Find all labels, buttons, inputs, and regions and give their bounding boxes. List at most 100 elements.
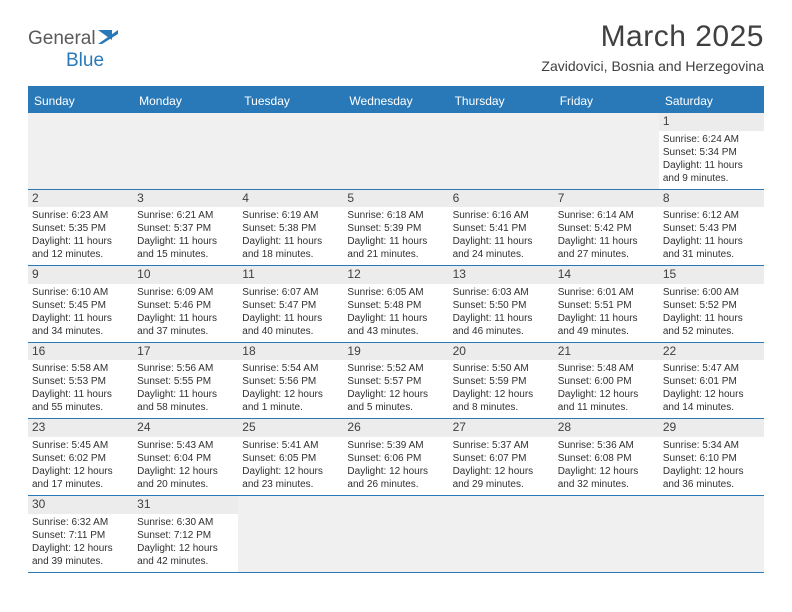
daylight-text: and 46 minutes. xyxy=(453,325,550,338)
calendar-cell: 5Sunrise: 6:18 AMSunset: 5:39 PMDaylight… xyxy=(343,190,448,266)
title-block: March 2025 Zavidovici, Bosnia and Herzeg… xyxy=(541,20,764,74)
daylight-text: Daylight: 12 hours xyxy=(242,388,339,401)
day-number: 20 xyxy=(449,343,554,361)
daylight-text: and 32 minutes. xyxy=(558,478,655,491)
sunrise-text: Sunrise: 5:52 AM xyxy=(347,362,444,375)
sunset-text: Sunset: 7:12 PM xyxy=(137,529,234,542)
daylight-text: and 21 minutes. xyxy=(347,248,444,261)
daylight-text: and 37 minutes. xyxy=(137,325,234,338)
day-number: 8 xyxy=(659,190,764,208)
calendar-cell: 15Sunrise: 6:00 AMSunset: 5:52 PMDayligh… xyxy=(659,266,764,342)
sunrise-text: Sunrise: 6:03 AM xyxy=(453,286,550,299)
sunrise-text: Sunrise: 6:09 AM xyxy=(137,286,234,299)
sunrise-text: Sunrise: 5:43 AM xyxy=(137,439,234,452)
sunset-text: Sunset: 6:07 PM xyxy=(453,452,550,465)
sunset-text: Sunset: 6:08 PM xyxy=(558,452,655,465)
daylight-text: Daylight: 12 hours xyxy=(453,465,550,478)
daylight-text: Daylight: 11 hours xyxy=(453,312,550,325)
location-label: Zavidovici, Bosnia and Herzegovina xyxy=(541,58,764,74)
daylight-text: and 58 minutes. xyxy=(137,401,234,414)
sunset-text: Sunset: 5:38 PM xyxy=(242,222,339,235)
day-number: 3 xyxy=(133,190,238,208)
daylight-text: Daylight: 11 hours xyxy=(558,235,655,248)
sunset-text: Sunset: 5:59 PM xyxy=(453,375,550,388)
daylight-text: Daylight: 11 hours xyxy=(453,235,550,248)
calendar-row: 2Sunrise: 6:23 AMSunset: 5:35 PMDaylight… xyxy=(28,190,764,267)
day-number: 31 xyxy=(133,496,238,514)
daylight-text: Daylight: 11 hours xyxy=(663,235,760,248)
calendar-cell: 17Sunrise: 5:56 AMSunset: 5:55 PMDayligh… xyxy=(133,343,238,419)
sunrise-text: Sunrise: 6:07 AM xyxy=(242,286,339,299)
weekday-label: Thursday xyxy=(449,89,554,113)
daylight-text: and 39 minutes. xyxy=(32,555,129,568)
sunset-text: Sunset: 7:11 PM xyxy=(32,529,129,542)
day-number: 1 xyxy=(659,113,764,131)
day-number: 9 xyxy=(28,266,133,284)
sunrise-text: Sunrise: 5:39 AM xyxy=(347,439,444,452)
day-number: 10 xyxy=(133,266,238,284)
day-number: 4 xyxy=(238,190,343,208)
daylight-text: and 52 minutes. xyxy=(663,325,760,338)
day-number: 26 xyxy=(343,419,448,437)
daylight-text: Daylight: 12 hours xyxy=(32,542,129,555)
sunset-text: Sunset: 5:50 PM xyxy=(453,299,550,312)
calendar-cell: 1Sunrise: 6:24 AMSunset: 5:34 PMDaylight… xyxy=(659,113,764,189)
day-number: 12 xyxy=(343,266,448,284)
calendar-cell: 9 Sunrise: 6:10 AMSunset: 5:45 PMDaylight… xyxy=(28,266,133,342)
day-number: 13 xyxy=(449,266,554,284)
daylight-text: and 8 minutes. xyxy=(453,401,550,414)
sunrise-text: Sunrise: 5:45 AM xyxy=(32,439,129,452)
sunset-text: Sunset: 5:37 PM xyxy=(137,222,234,235)
calendar-cell: 22Sunrise: 5:47 AMSunset: 6:01 PMDayligh… xyxy=(659,343,764,419)
calendar-cell: 7Sunrise: 6:14 AMSunset: 5:42 PMDaylight… xyxy=(554,190,659,266)
calendar-cell-empty xyxy=(659,496,764,572)
day-number: 17 xyxy=(133,343,238,361)
sunrise-text: Sunrise: 5:34 AM xyxy=(663,439,760,452)
day-number: 27 xyxy=(449,419,554,437)
calendar-cell: 2Sunrise: 6:23 AMSunset: 5:35 PMDaylight… xyxy=(28,190,133,266)
daylight-text: and 15 minutes. xyxy=(137,248,234,261)
daylight-text: and 27 minutes. xyxy=(558,248,655,261)
daylight-text: Daylight: 11 hours xyxy=(558,312,655,325)
calendar-cell-empty xyxy=(554,113,659,189)
day-number: 21 xyxy=(554,343,659,361)
header: General Blue March 2025 Zavidovici, Bosn… xyxy=(0,0,792,82)
calendar-cell: 21Sunrise: 5:48 AMSunset: 6:00 PMDayligh… xyxy=(554,343,659,419)
daylight-text: Daylight: 11 hours xyxy=(32,312,129,325)
daylight-text: Daylight: 12 hours xyxy=(347,388,444,401)
calendar-cell: 6Sunrise: 6:16 AMSunset: 5:41 PMDaylight… xyxy=(449,190,554,266)
sunrise-text: Sunrise: 6:24 AM xyxy=(663,133,760,146)
day-number: 25 xyxy=(238,419,343,437)
daylight-text: and 24 minutes. xyxy=(453,248,550,261)
calendar-cell: 27 Sunrise: 5:37 AMSunset: 6:07 PMDayligh… xyxy=(449,419,554,495)
sunrise-text: Sunrise: 5:37 AM xyxy=(453,439,550,452)
daylight-text: and 55 minutes. xyxy=(32,401,129,414)
logo-text: General Blue xyxy=(28,28,118,72)
daylight-text: Daylight: 12 hours xyxy=(663,465,760,478)
sunrise-text: Sunrise: 5:50 AM xyxy=(453,362,550,375)
sunset-text: Sunset: 5:45 PM xyxy=(32,299,129,312)
weekday-label: Sunday xyxy=(28,89,133,113)
logo-word-2: Blue xyxy=(66,50,104,71)
daylight-text: and 18 minutes. xyxy=(242,248,339,261)
calendar-cell: 30Sunrise: 6:32 AMSunset: 7:11 PMDayligh… xyxy=(28,496,133,572)
calendar-cell: 20Sunrise: 5:50 AMSunset: 5:59 PMDayligh… xyxy=(449,343,554,419)
sunset-text: Sunset: 5:56 PM xyxy=(242,375,339,388)
sunset-text: Sunset: 6:01 PM xyxy=(663,375,760,388)
daylight-text: Daylight: 11 hours xyxy=(347,235,444,248)
daylight-text: and 11 minutes. xyxy=(558,401,655,414)
sunrise-text: Sunrise: 6:10 AM xyxy=(32,286,129,299)
sunset-text: Sunset: 5:39 PM xyxy=(347,222,444,235)
calendar-cell-empty xyxy=(343,496,448,572)
calendar: Sunday Monday Tuesday Wednesday Thursday… xyxy=(28,86,764,573)
daylight-text: and 42 minutes. xyxy=(137,555,234,568)
sunrise-text: Sunrise: 6:23 AM xyxy=(32,209,129,222)
calendar-row: 1Sunrise: 6:24 AMSunset: 5:34 PMDaylight… xyxy=(28,113,764,190)
calendar-cell-empty xyxy=(133,113,238,189)
calendar-cell: 29Sunrise: 5:34 AMSunset: 6:10 PMDayligh… xyxy=(659,419,764,495)
daylight-text: and 36 minutes. xyxy=(663,478,760,491)
calendar-row: 9Sunrise: 6:10 AMSunset: 5:45 PMDaylight… xyxy=(28,266,764,343)
calendar-row: 16Sunrise: 5:58 AMSunset: 5:53 PMDayligh… xyxy=(28,343,764,420)
calendar-cell: 25Sunrise: 5:41 AMSunset: 6:05 PMDayligh… xyxy=(238,419,343,495)
sunrise-text: Sunrise: 6:00 AM xyxy=(663,286,760,299)
